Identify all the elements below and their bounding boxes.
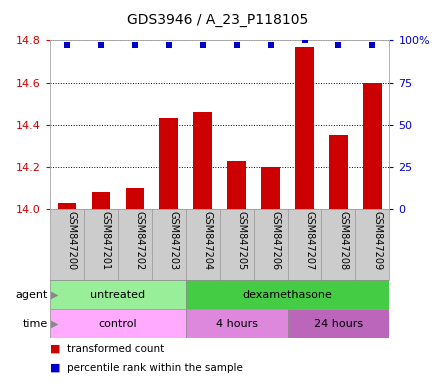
Text: GSM847206: GSM847206 — [270, 212, 280, 271]
Text: GSM847200: GSM847200 — [67, 212, 77, 271]
Text: GSM847204: GSM847204 — [202, 212, 212, 271]
Bar — [84, 209, 118, 280]
Text: time: time — [23, 318, 48, 329]
Text: ■: ■ — [50, 363, 60, 373]
Text: GSM847205: GSM847205 — [236, 212, 246, 271]
Bar — [50, 280, 185, 309]
Bar — [118, 209, 151, 280]
Bar — [92, 192, 110, 209]
Text: percentile rank within the sample: percentile rank within the sample — [66, 363, 242, 373]
Text: GSM847209: GSM847209 — [372, 212, 381, 271]
Text: 4 hours: 4 hours — [215, 318, 257, 329]
Text: GSM847207: GSM847207 — [304, 212, 314, 271]
Bar — [50, 209, 84, 280]
Text: dexamethasone: dexamethasone — [242, 290, 332, 300]
Text: GSM847208: GSM847208 — [338, 212, 348, 271]
Text: transformed count: transformed count — [66, 344, 164, 354]
Bar — [185, 209, 219, 280]
Text: GSM847203: GSM847203 — [168, 212, 178, 271]
Bar — [219, 209, 253, 280]
Bar — [329, 136, 347, 209]
Bar — [125, 188, 144, 209]
Bar — [287, 309, 388, 338]
Text: GDS3946 / A_23_P118105: GDS3946 / A_23_P118105 — [127, 13, 307, 27]
Bar — [295, 47, 313, 209]
Text: GSM847201: GSM847201 — [101, 212, 111, 271]
Bar — [227, 161, 245, 209]
Text: ■: ■ — [50, 344, 60, 354]
Bar — [193, 112, 211, 209]
Text: agent: agent — [16, 290, 48, 300]
Text: untreated: untreated — [90, 290, 145, 300]
Bar — [287, 209, 321, 280]
Text: GSM847202: GSM847202 — [135, 212, 145, 271]
Bar — [355, 209, 388, 280]
Text: 24 hours: 24 hours — [313, 318, 362, 329]
Bar — [151, 209, 185, 280]
Bar — [185, 280, 388, 309]
Bar — [261, 167, 279, 209]
Bar — [58, 203, 76, 209]
Text: ▶: ▶ — [51, 318, 58, 329]
Bar — [50, 309, 185, 338]
Bar — [321, 209, 355, 280]
Bar — [159, 119, 178, 209]
Text: ▶: ▶ — [51, 290, 58, 300]
Bar — [185, 309, 287, 338]
Bar — [362, 83, 381, 209]
Text: control: control — [99, 318, 137, 329]
Bar — [253, 209, 287, 280]
